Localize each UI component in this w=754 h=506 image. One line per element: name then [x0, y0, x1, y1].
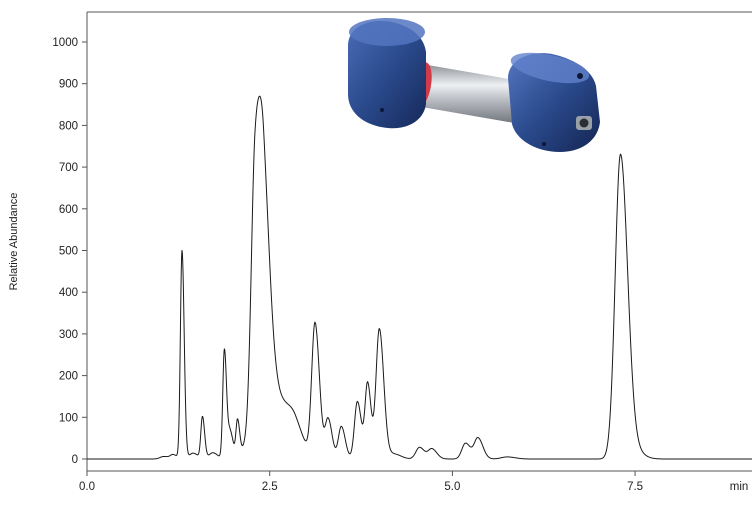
y-tick-label: 1000 — [52, 37, 78, 49]
column-body — [412, 62, 526, 124]
screw-hole-icon — [577, 73, 583, 79]
y-tick-label: 800 — [59, 120, 78, 132]
left-end-cap — [348, 18, 426, 129]
y-axis-title: Relative Abundance — [8, 193, 20, 291]
column-tube — [416, 64, 526, 124]
y-tick-label: 300 — [59, 329, 78, 341]
right-end-cap — [508, 52, 600, 152]
y-tick-label: 900 — [59, 79, 78, 91]
y-tick-label: 600 — [59, 204, 78, 216]
x-tick-label: 5.0 — [444, 481, 460, 493]
vent-hole-icon — [380, 108, 384, 112]
y-tick-label: 400 — [59, 287, 78, 299]
y-tick-label: 200 — [59, 371, 78, 383]
chromatogram-trace — [87, 95, 752, 460]
x-unit-label: min — [730, 481, 749, 493]
y-tick-label: 0 — [72, 454, 78, 466]
x-tick-label: 7.5 — [627, 481, 643, 493]
x-tick-label: 2.5 — [262, 481, 278, 493]
fitting-icon — [576, 116, 592, 130]
hplc-column-photo — [348, 18, 600, 152]
y-tick-label: 700 — [59, 162, 78, 174]
x-tick-label: 0.0 — [79, 481, 95, 493]
y-tick-label: 500 — [59, 246, 78, 258]
y-tick-label: 100 — [59, 412, 78, 424]
